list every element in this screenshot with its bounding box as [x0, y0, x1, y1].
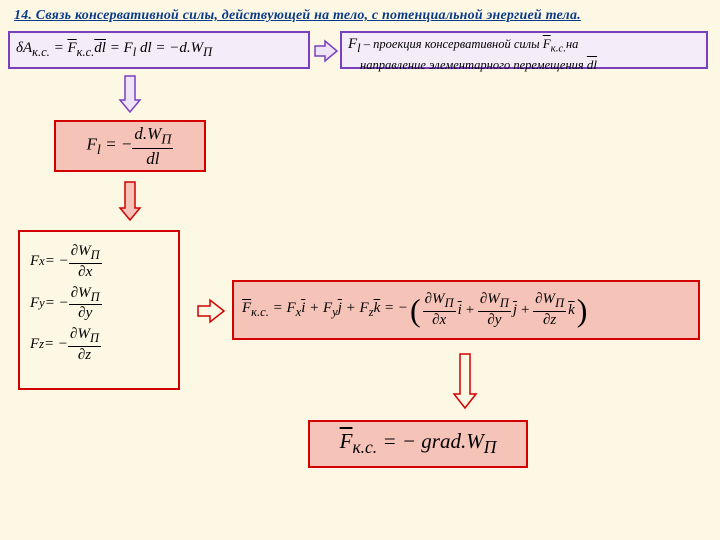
- eq4-term: ∂WП∂zk: [533, 292, 575, 328]
- arrow-eq1-to-def: [313, 39, 339, 63]
- eq4-term: ∂WП∂xi: [423, 292, 462, 328]
- eq3-row: Fz = −∂WП∂z: [30, 327, 168, 363]
- page-title: 14. Связь консервативной силы, действующ…: [14, 8, 581, 24]
- eq5-formula: Fк.с. = − grad.WП: [340, 429, 497, 458]
- box-def: Fl – проекция консервативной силы Fк.с.н…: [340, 31, 708, 69]
- box-eq4: Fк.с. = Fxi + Fyj + Fzk = − ( ∂WП∂xi + ∂…: [232, 280, 700, 340]
- arrow-eq2-to-eq3: [118, 180, 142, 222]
- box-eq3: Fx = −∂WП∂x Fy = −∂WП∂y Fz = −∂WП∂z: [18, 230, 180, 390]
- eq4-formula: Fк.с. = Fxi + Fyj + Fzk = − ( ∂WП∂xi + ∂…: [242, 292, 587, 329]
- box-eq1: δAк.с. = Fк.с.dl = Fl dl = −d.WП: [8, 31, 310, 69]
- eq3-row: Fy = −∂WП∂y: [30, 286, 168, 322]
- arrow-eq4-to-eq5: [452, 352, 478, 410]
- def-text: Fl – проекция консервативной силы Fк.с.н…: [348, 35, 700, 73]
- box-eq2: Fl = −d.WПdl: [54, 120, 206, 172]
- eq3-list: Fx = −∂WП∂x Fy = −∂WП∂y Fz = −∂WП∂z: [30, 244, 168, 363]
- eq4-term: ∂WП∂yj: [478, 292, 517, 328]
- eq3-row: Fx = −∂WП∂x: [30, 244, 168, 280]
- eq2-formula: Fl = −d.WПdl: [87, 125, 174, 167]
- box-eq5: Fк.с. = − grad.WП: [308, 420, 528, 468]
- eq1-formula: δAк.с. = Fк.с.dl = Fl dl = −d.WП: [16, 40, 212, 60]
- arrow-eq3-to-eq4: [196, 298, 226, 324]
- arrow-eq1-to-eq2: [118, 74, 142, 114]
